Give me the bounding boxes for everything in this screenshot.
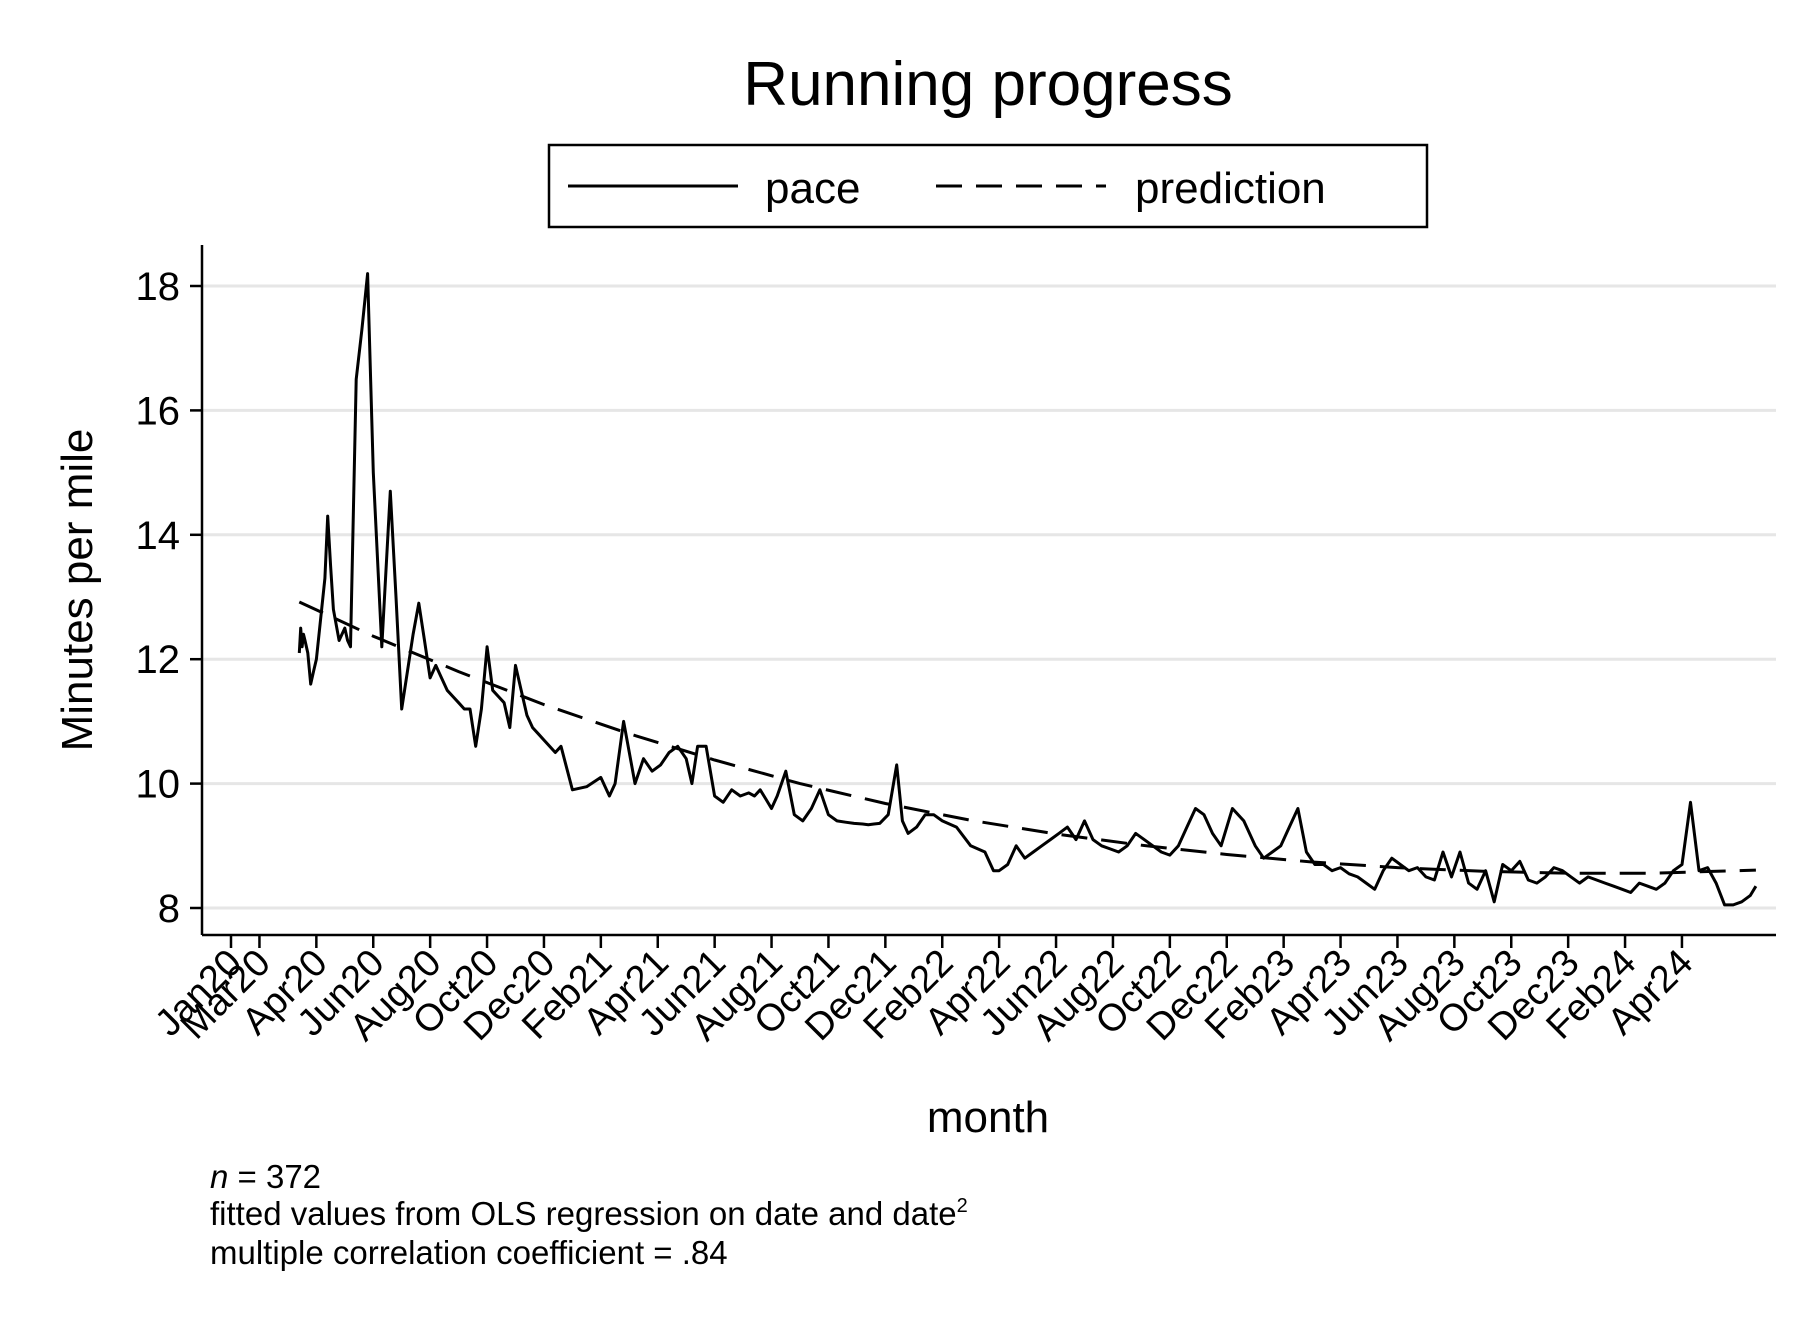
y-tick-label-8: 8 xyxy=(158,887,180,931)
note-regression-superscript: 2 xyxy=(957,1195,968,1217)
y-tick-label-14: 14 xyxy=(136,514,181,558)
grid-layer xyxy=(202,284,1776,910)
y-tick-label-12: 12 xyxy=(136,638,181,682)
note-regression: fitted values from OLS regression on dat… xyxy=(210,1195,968,1232)
legend-prediction-label: prediction xyxy=(1135,164,1326,213)
series-layer xyxy=(297,272,1758,907)
note-n-value: = 372 xyxy=(228,1158,321,1195)
note-correlation: multiple correlation coefficient = .84 xyxy=(210,1234,728,1271)
y-tick-label-18: 18 xyxy=(136,265,181,309)
note-n-symbol: n xyxy=(210,1158,228,1195)
series-prediction-line xyxy=(298,600,1756,875)
note-sample-size: n = 372 xyxy=(210,1158,321,1195)
x-axis-ticks: Jan20Mar20Apr20Jun20Aug20Oct20Dec20Feb21… xyxy=(147,935,1701,1049)
y-axis-title: Minutes per mile xyxy=(53,429,102,752)
series-pace-line xyxy=(297,272,1758,907)
legend-pace-label: pace xyxy=(765,164,860,213)
note-regression-text: fitted values from OLS regression on dat… xyxy=(210,1195,957,1232)
y-tick-label-10: 10 xyxy=(136,763,181,807)
y-axis-ticks: 8 10 12 14 16 18 xyxy=(136,265,202,931)
x-axis-title: month xyxy=(927,1093,1049,1142)
chart-title: Running progress xyxy=(743,50,1232,119)
y-tick-label-16: 16 xyxy=(136,389,181,433)
